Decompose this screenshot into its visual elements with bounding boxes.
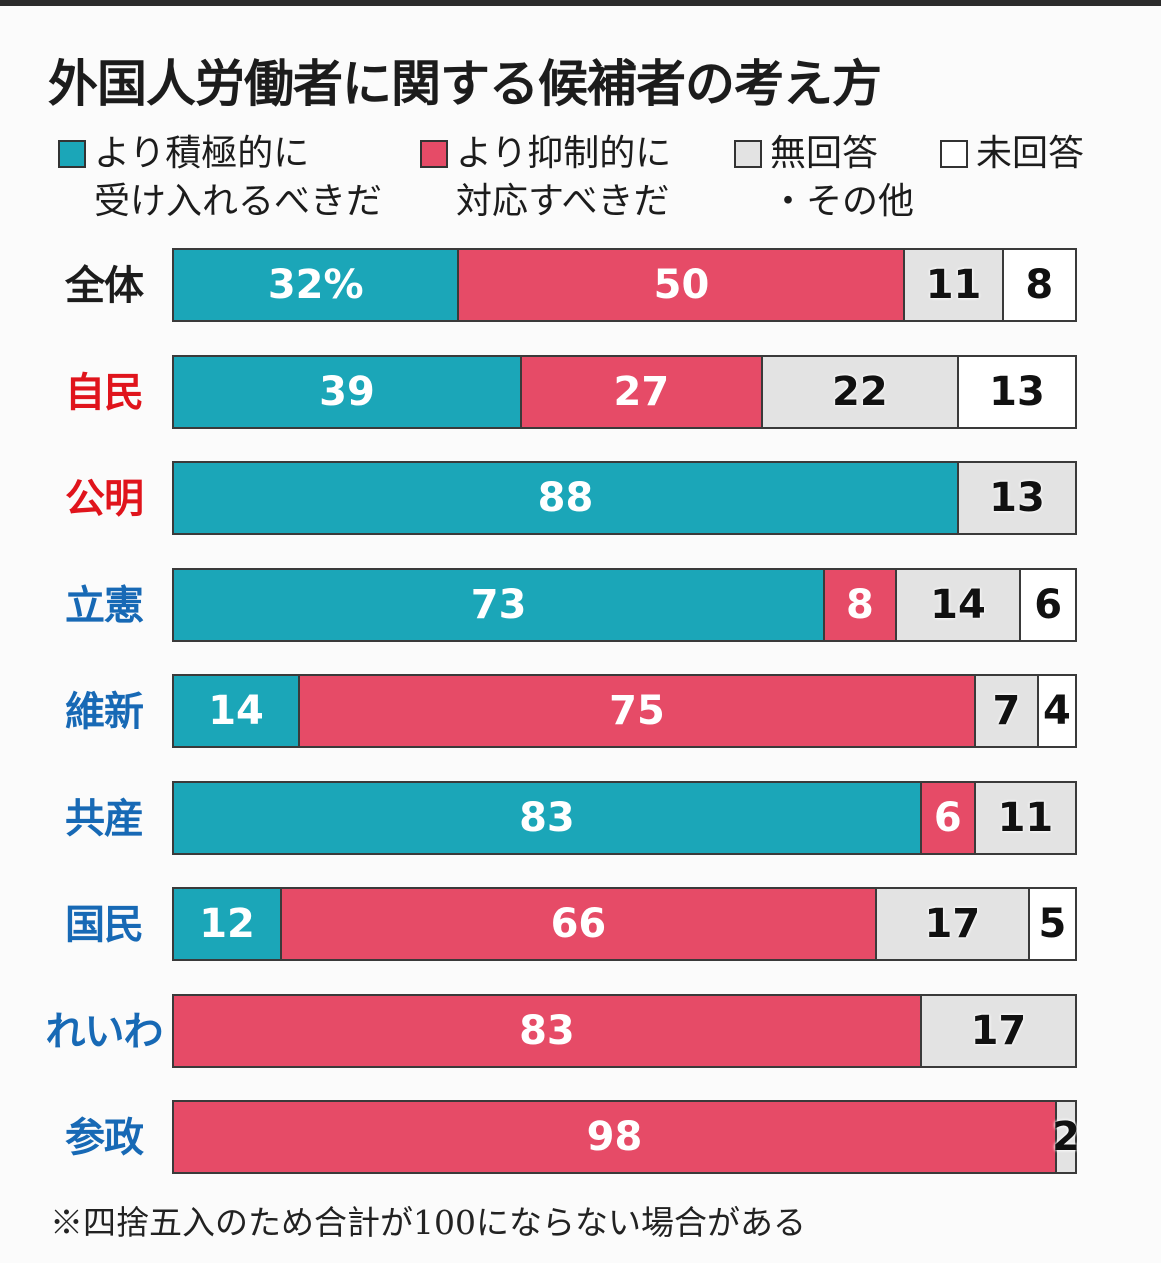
bar-segment-no-answer: 14 [896, 570, 1022, 640]
bar-row: 83 6 11 [172, 781, 1077, 855]
bar-segment-restrict: 83 [174, 996, 922, 1066]
legend-item-restrict: より抑制的に 対応すべきだ [420, 130, 671, 226]
bar-segment-restrict: 75 [300, 676, 976, 746]
category-label: 国民 [65, 902, 144, 948]
legend-swatch-accept [58, 140, 86, 168]
category-label: れいわ [45, 1009, 164, 1055]
bar-row: 39 27 22 13 [172, 355, 1077, 429]
bar-segment-restrict: 98 [174, 1102, 1057, 1172]
legend-item-accept: より積極的に 受け入れるべきだ [58, 130, 382, 226]
data-label: 6 [1034, 582, 1063, 628]
bar-segment-unanswered: 13 [959, 357, 1075, 427]
bar-segment-unanswered: 5 [1029, 889, 1075, 959]
bar-segment-accept: 32% [174, 250, 460, 320]
legend-item-unanswered: 未回答 [940, 130, 1084, 178]
data-label: 8 [1025, 262, 1054, 308]
bar-segment-no-answer: 7 [975, 676, 1039, 746]
data-label: 17 [970, 1008, 1027, 1054]
bar-row: 98 2 [172, 1100, 1080, 1174]
legend-label-line2: ・その他 [770, 181, 915, 222]
data-label: 73 [470, 582, 527, 628]
data-label: 75 [609, 688, 665, 734]
bar-segment-accept: 73 [174, 570, 826, 640]
bar-row: 12 66 17 5 [172, 887, 1077, 961]
category-label: 共産 [65, 796, 144, 842]
bar-segment-no-answer: 22 [762, 357, 960, 427]
legend-swatch-no-answer [734, 140, 762, 168]
bar-segment-accept: 12 [174, 889, 283, 959]
bar-segment-restrict: 66 [282, 889, 877, 959]
bar-row: 83 17 [172, 994, 1077, 1068]
bar-row: 14 75 7 4 [172, 674, 1077, 748]
data-label: 5 [1038, 901, 1067, 947]
data-label: 83 [519, 1008, 575, 1054]
category-label: 公明 [65, 476, 144, 522]
data-label: 11 [925, 262, 982, 308]
bar-segment-accept: 83 [174, 783, 922, 853]
data-label: 39 [319, 369, 375, 415]
footnote: ※四捨五入のため合計が100にならない場合がある [50, 1203, 806, 1242]
chart-title: 外国人労働者に関する候補者の考え方 [48, 55, 882, 113]
bar-segment-no-answer: 11 [975, 783, 1075, 853]
legend-label-line1: 未回答 [976, 133, 1085, 174]
category-label: 自民 [65, 370, 144, 416]
legend-swatch-unanswered [940, 140, 968, 168]
data-label: 12 [199, 901, 255, 947]
bar-segment-no-answer: 13 [959, 463, 1075, 533]
bar-segment-restrict: 27 [521, 357, 763, 427]
bar-segment-no-answer: 17 [876, 889, 1030, 959]
bar-segment-unanswered: 8 [1003, 250, 1075, 320]
category-label: 参政 [65, 1115, 144, 1161]
bar-segment-unanswered: 4 [1038, 676, 1075, 746]
category-label: 立憲 [65, 583, 144, 629]
bar-segment-restrict: 6 [921, 783, 976, 853]
bar-row: 73 8 14 6 [172, 568, 1077, 642]
category-label: 全体 [65, 263, 144, 309]
legend-label-line1: より抑制的に [456, 133, 672, 174]
bar-row: 88 13 [172, 461, 1077, 535]
data-label: 6 [933, 795, 962, 841]
data-label: 7 [992, 688, 1021, 734]
data-label: 13 [989, 475, 1045, 521]
bar-segment-accept: 14 [174, 676, 301, 746]
bar-segment-no-answer: 17 [921, 996, 1075, 1066]
data-label: 88 [537, 475, 594, 521]
bar-segment-accept: 39 [174, 357, 522, 427]
data-label: 66 [550, 901, 607, 947]
bar-segment-restrict: 50 [459, 250, 906, 320]
bar-segment-accept: 88 [174, 463, 960, 533]
data-label: 11 [997, 795, 1054, 841]
bar-segment-no-answer: 2 [1052, 1102, 1080, 1172]
category-label: 維新 [65, 689, 144, 735]
legend-item-no-answer: 無回答 ・その他 [734, 130, 914, 226]
top-border [0, 0, 1161, 6]
legend-label-line2: 対応すべきだ [456, 181, 670, 222]
legend-swatch-restrict [420, 140, 448, 168]
data-label: 13 [989, 369, 1045, 415]
bar-segment-unanswered: 6 [1021, 570, 1075, 640]
data-label: 27 [613, 369, 670, 415]
data-label: 50 [653, 262, 710, 308]
bar-segment-restrict: 8 [825, 570, 897, 640]
data-label: 83 [519, 795, 575, 841]
bar-row: 32% 50 11 8 [172, 248, 1077, 322]
data-label: 98 [586, 1114, 643, 1160]
data-label: 14 [930, 582, 986, 628]
data-label: 4 [1043, 688, 1071, 734]
bar-segment-no-answer: 11 [905, 250, 1004, 320]
data-label: 14 [208, 688, 264, 734]
data-label: 17 [924, 901, 981, 947]
legend-label-line2: 受け入れるべきだ [94, 181, 383, 222]
legend-label-line1: より積極的に [94, 133, 310, 174]
legend-label-line1: 無回答 [770, 133, 879, 174]
data-label: 22 [832, 369, 888, 415]
data-label: 2 [1052, 1114, 1080, 1160]
legend: より積極的に 受け入れるべきだ より抑制的に 対応すべきだ 無回答 ・その他 未… [0, 130, 1161, 230]
data-label: 32% [267, 262, 364, 308]
data-label: 8 [845, 582, 874, 628]
